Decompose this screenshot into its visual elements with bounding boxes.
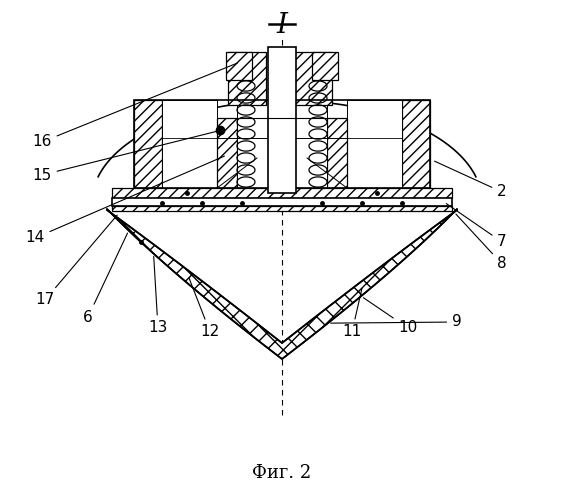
Text: Фиг. 2: Фиг. 2: [253, 464, 312, 482]
Polygon shape: [107, 209, 457, 359]
Bar: [228, 52, 266, 105]
Bar: [134, 100, 430, 188]
Text: I: I: [276, 12, 288, 39]
Bar: [347, 100, 402, 188]
Text: 6: 6: [83, 233, 128, 324]
Bar: [112, 198, 452, 206]
Bar: [226, 52, 252, 80]
Text: 9: 9: [331, 314, 462, 330]
Bar: [112, 206, 452, 211]
Bar: [134, 100, 162, 188]
Bar: [112, 188, 452, 198]
Text: 8: 8: [456, 214, 507, 272]
Text: 10: 10: [363, 298, 418, 336]
Bar: [402, 100, 430, 188]
Text: 14: 14: [25, 156, 224, 246]
Bar: [268, 47, 296, 193]
Text: 2: 2: [434, 161, 507, 200]
Bar: [312, 52, 338, 80]
Bar: [327, 118, 347, 188]
Text: 15: 15: [32, 130, 219, 182]
Bar: [217, 118, 237, 188]
Bar: [162, 100, 217, 188]
Text: 11: 11: [342, 288, 362, 340]
Text: 7: 7: [446, 204, 507, 250]
Text: 17: 17: [36, 215, 117, 308]
Text: 16: 16: [32, 63, 237, 150]
Text: 13: 13: [148, 256, 168, 336]
Bar: [237, 100, 327, 188]
Text: 12: 12: [189, 278, 220, 340]
Bar: [294, 52, 332, 105]
